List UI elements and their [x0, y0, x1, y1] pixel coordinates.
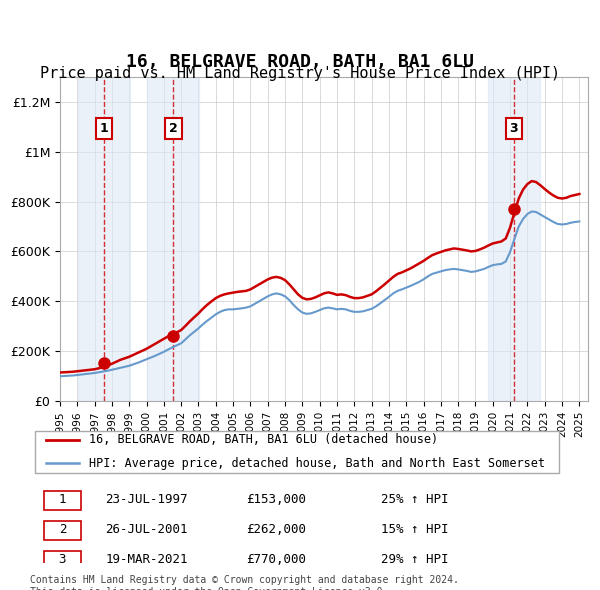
Text: £262,000: £262,000: [246, 523, 306, 536]
Text: 26-JUL-2001: 26-JUL-2001: [106, 523, 188, 536]
Text: 29% ↑ HPI: 29% ↑ HPI: [381, 553, 449, 566]
Text: 2: 2: [169, 122, 178, 135]
Text: 1: 1: [59, 493, 66, 506]
FancyBboxPatch shape: [44, 521, 82, 540]
Text: Contains HM Land Registry data © Crown copyright and database right 2024.
This d: Contains HM Land Registry data © Crown c…: [30, 575, 459, 590]
Bar: [78, 77, 130, 401]
Text: £770,000: £770,000: [246, 553, 306, 566]
FancyBboxPatch shape: [44, 551, 82, 571]
Text: 23-JUL-1997: 23-JUL-1997: [106, 493, 188, 506]
Text: 15% ↑ HPI: 15% ↑ HPI: [381, 523, 449, 536]
Text: 25% ↑ HPI: 25% ↑ HPI: [381, 493, 449, 506]
Text: 2: 2: [59, 523, 66, 536]
Text: HPI: Average price, detached house, Bath and North East Somerset: HPI: Average price, detached house, Bath…: [89, 457, 545, 470]
Text: 3: 3: [59, 553, 66, 566]
FancyBboxPatch shape: [44, 491, 82, 510]
Bar: [488, 77, 540, 401]
FancyBboxPatch shape: [35, 431, 559, 473]
Bar: [148, 77, 199, 401]
Text: 1: 1: [100, 122, 109, 135]
Text: 16, BELGRAVE ROAD, BATH, BA1 6LU: 16, BELGRAVE ROAD, BATH, BA1 6LU: [126, 53, 474, 71]
Text: £153,000: £153,000: [246, 493, 306, 506]
Text: 16, BELGRAVE ROAD, BATH, BA1 6LU (detached house): 16, BELGRAVE ROAD, BATH, BA1 6LU (detach…: [89, 433, 439, 446]
Text: 19-MAR-2021: 19-MAR-2021: [106, 553, 188, 566]
Text: Price paid vs. HM Land Registry's House Price Index (HPI): Price paid vs. HM Land Registry's House …: [40, 66, 560, 81]
Text: 3: 3: [509, 122, 518, 135]
